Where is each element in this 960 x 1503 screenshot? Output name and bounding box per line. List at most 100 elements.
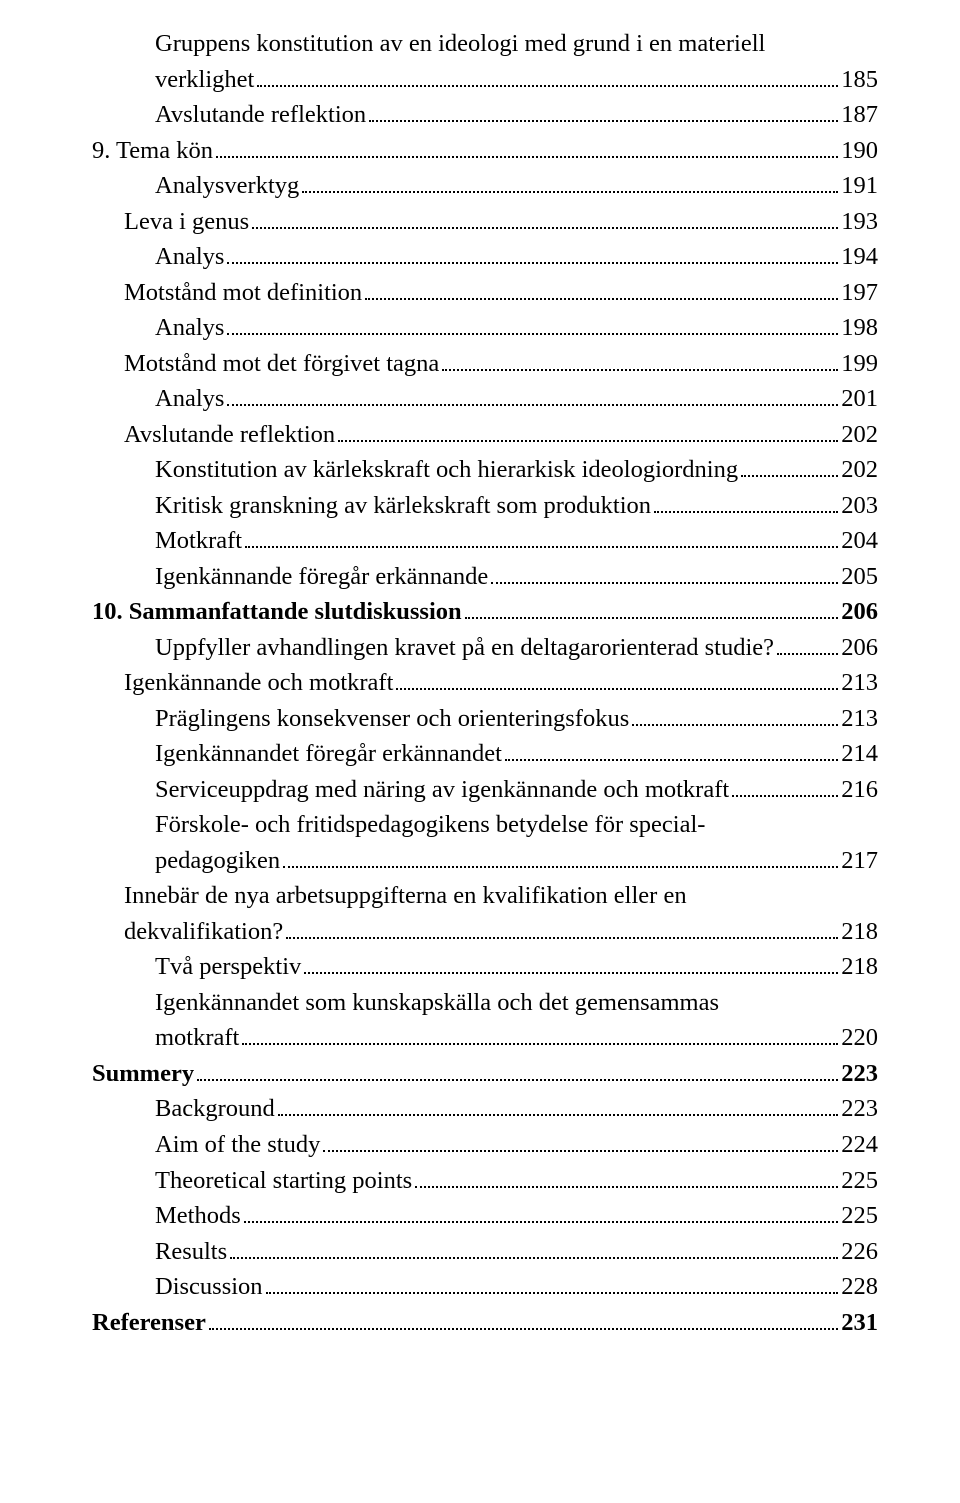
toc-leader-dots (216, 135, 838, 158)
toc-entry-page: 204 (841, 523, 878, 559)
toc-entry: Avslutande reflektion187 (92, 97, 878, 133)
toc-entry-text: Igenkännande och motkraft (124, 665, 393, 701)
toc-entry-text: Theoretical starting points (155, 1163, 412, 1199)
toc-entry: verklighet 185 (92, 62, 878, 98)
toc-leader-dots (278, 1094, 839, 1117)
toc-leader-dots (777, 632, 838, 655)
toc-leader-dots (252, 206, 838, 229)
toc-leader-dots (338, 419, 838, 442)
toc-entry-text: Motkraft (155, 523, 242, 559)
toc-entry-continuation: Gruppens konstitution av en ideologi med… (92, 26, 878, 62)
toc-leader-dots (505, 739, 838, 762)
toc-entry: Konstitution av kärlekskraft och hierark… (92, 452, 878, 488)
toc-leader-dots (442, 348, 838, 371)
toc-entry: Motkraft 204 (92, 523, 878, 559)
toc-entry-text: Konstitution av kärlekskraft och hierark… (155, 452, 738, 488)
toc-entry-text: Avslutande reflektion (124, 417, 335, 453)
toc-entry: Analys194 (92, 239, 878, 275)
toc-leader-dots (304, 952, 838, 975)
toc-entry: Discussion 228 (92, 1269, 878, 1305)
toc-leader-dots (242, 1023, 838, 1046)
toc-entry-text: Uppfyller avhandlingen kravet på en delt… (155, 630, 774, 666)
toc-entry-page: 206 (841, 594, 878, 630)
toc-leader-dots (654, 490, 838, 513)
toc-entry-page: 213 (841, 701, 878, 737)
toc-entry-text: Referenser (92, 1305, 206, 1341)
toc-entry-page: 225 (841, 1198, 878, 1234)
toc-entry-continuation: Igenkännandet som kunskapskälla och det … (92, 985, 878, 1021)
toc-entry-page: 197 (841, 275, 878, 311)
toc-leader-dots (415, 1165, 838, 1188)
toc-entry-page: 228 (841, 1269, 878, 1305)
toc-leader-dots (369, 99, 838, 122)
toc-entry-page: 223 (841, 1056, 878, 1092)
toc-entry: 9. Tema kön190 (92, 133, 878, 169)
toc-entry-text: Kritisk granskning av kärlekskraft som p… (155, 488, 651, 524)
toc-leader-dots (257, 64, 838, 87)
toc-entry: Referenser 231 (92, 1305, 878, 1341)
toc-entry-text: 10. Sammanfattande slutdiskussion (92, 594, 462, 630)
toc-entry-text: pedagogiken (155, 843, 280, 879)
toc-entry-page: 202 (841, 452, 878, 488)
toc-leader-dots (244, 1200, 839, 1223)
toc-entry-text: Motstånd mot det förgivet tagna (124, 346, 439, 382)
toc-entry-text: Igenkännandet föregår erkännandet (155, 736, 502, 772)
toc-entry-page: 194 (841, 239, 878, 275)
toc-entry: Aim of the study224 (92, 1127, 878, 1163)
toc-leader-dots (286, 916, 838, 939)
toc-leader-dots (741, 454, 838, 477)
toc-entry-continuation: Förskole- och fritidspedagogikens betyde… (92, 807, 878, 843)
toc-leader-dots (396, 667, 838, 690)
toc-entry: Theoretical starting points 225 (92, 1163, 878, 1199)
toc-entry: Kritisk granskning av kärlekskraft som p… (92, 488, 878, 524)
toc-entry-page: 201 (841, 381, 878, 417)
toc-entry-text: Summery (92, 1056, 194, 1092)
toc-entry-text: Methods (155, 1198, 241, 1234)
toc-entry-page: 213 (841, 665, 878, 701)
toc-leader-dots (230, 1236, 838, 1259)
toc-leader-dots (227, 312, 838, 335)
toc-entry-page: 202 (841, 417, 878, 453)
toc-entry-page: 220 (841, 1020, 878, 1056)
toc-entry-text: Gruppens konstitution av en ideologi med… (155, 26, 878, 62)
toc-entry: 10. Sammanfattande slutdiskussion 206 (92, 594, 878, 630)
toc-entry: motkraft220 (92, 1020, 878, 1056)
toc-entry: Uppfyller avhandlingen kravet på en delt… (92, 630, 878, 666)
toc-leader-dots (365, 277, 838, 300)
toc-entry-continuation: Innebär de nya arbetsuppgifterna en kval… (92, 878, 878, 914)
toc-entry-page: 231 (841, 1305, 878, 1341)
toc-entry-text: Analys (155, 381, 224, 417)
toc-entry: Igenkännande föregår erkännande 205 (92, 559, 878, 595)
toc-entry-page: 218 (841, 914, 878, 950)
toc-entry-page: 218 (841, 949, 878, 985)
toc-leader-dots (227, 383, 838, 406)
table-of-contents: Gruppens konstitution av en ideologi med… (0, 0, 960, 1380)
toc-entry-page: 216 (841, 772, 878, 808)
toc-entry-page: 185 (841, 62, 878, 98)
toc-leader-dots (266, 1271, 839, 1294)
toc-entry-text: Discussion (155, 1269, 263, 1305)
toc-entry-page: 225 (841, 1163, 878, 1199)
toc-entry-page: 205 (841, 559, 878, 595)
toc-entry-text: Results (155, 1234, 227, 1270)
toc-entry: Analysverktyg191 (92, 168, 878, 204)
toc-entry-page: 226 (841, 1234, 878, 1270)
toc-entry: Background223 (92, 1091, 878, 1127)
toc-entry-text: Igenkännande föregår erkännande (155, 559, 488, 595)
toc-leader-dots (465, 596, 839, 619)
toc-entry: Analys198 (92, 310, 878, 346)
toc-entry-page: 203 (841, 488, 878, 524)
toc-entry-text: verklighet (155, 62, 254, 98)
toc-entry-text: Background (155, 1091, 275, 1127)
toc-entry-page: 224 (841, 1127, 878, 1163)
toc-entry-page: 206 (841, 630, 878, 666)
toc-entry: Igenkännande och motkraft 213 (92, 665, 878, 701)
toc-entry-page: 191 (841, 168, 878, 204)
toc-entry: Analys 201 (92, 381, 878, 417)
toc-leader-dots (732, 774, 838, 797)
toc-entry-text: Två perspektiv (155, 949, 301, 985)
toc-entry: Motstånd mot det förgivet tagna199 (92, 346, 878, 382)
toc-leader-dots (227, 241, 838, 264)
toc-entry: Igenkännandet föregår erkännandet214 (92, 736, 878, 772)
toc-entry-text: 9. Tema kön (92, 133, 213, 169)
